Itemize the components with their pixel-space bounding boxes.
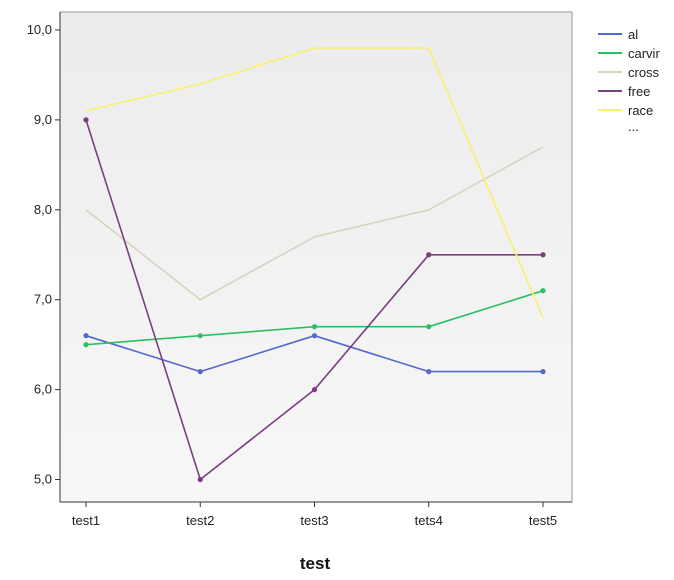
data-point-carving — [311, 324, 318, 330]
data-point-carving — [540, 288, 546, 294]
legend-label-race: race — [628, 103, 653, 118]
series-layer — [83, 47, 546, 483]
x-axis-title: test — [300, 554, 331, 573]
plot-area — [59, 11, 573, 503]
y-tick-label: 9,0 — [34, 112, 52, 127]
y-tick-label: 6,0 — [34, 382, 52, 397]
data-point-al — [540, 369, 546, 375]
x-tick-label: test1 — [72, 513, 100, 528]
legend-overflow-label: ... — [628, 119, 639, 134]
y-tick-label: 10,0 — [27, 22, 52, 37]
data-point-free — [540, 252, 546, 258]
data-point-carving — [197, 333, 203, 339]
legend: al carvir cross free race... — [598, 27, 660, 134]
y-tick-label: 8,0 — [34, 202, 52, 217]
legend-label-carving: carvir — [628, 46, 660, 61]
x-axis-ticks: test1 test2 test3 tets4 test5 — [72, 502, 557, 528]
x-tick-label: test3 — [300, 513, 328, 528]
data-point-al — [83, 333, 89, 339]
y-axis-ticks: 5,0 6,0 7,0 8,0 9,0 10,0 — [27, 22, 60, 487]
y-tick-label: 7,0 — [34, 292, 52, 307]
series-line-race — [85, 47, 544, 319]
y-tick-label: 5,0 — [34, 472, 52, 487]
data-point-free — [311, 387, 318, 393]
x-tick-label: test2 — [186, 513, 214, 528]
data-point-free — [197, 476, 203, 483]
legend-label-free: free — [628, 84, 650, 99]
data-point-al — [426, 369, 432, 375]
data-point-free — [426, 252, 432, 258]
data-point-al — [311, 333, 318, 339]
data-point-carving — [426, 324, 432, 330]
series-line-cross — [85, 146, 544, 301]
x-tick-label: tets4 — [415, 513, 443, 528]
data-point-al — [197, 369, 203, 375]
legend-label-al: al — [628, 27, 638, 42]
data-point-free — [83, 117, 89, 123]
x-tick-label: test5 — [529, 513, 557, 528]
legend-label-cross: cross — [628, 65, 660, 80]
data-point-carving — [83, 342, 89, 348]
